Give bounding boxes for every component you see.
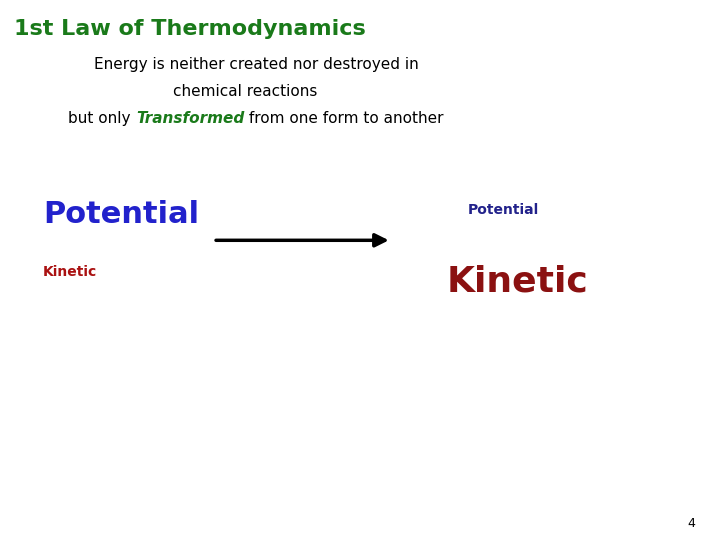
Text: Potential: Potential [43,200,199,229]
Text: Kinetic: Kinetic [446,265,588,299]
Text: Energy is neither created nor destroyed in: Energy is neither created nor destroyed … [94,57,418,72]
Text: Transformed: Transformed [136,111,244,126]
Text: 1st Law of Thermodynamics: 1st Law of Thermodynamics [14,19,366,39]
Text: 4: 4 [687,517,695,530]
Text: from one form to another: from one form to another [244,111,444,126]
Text: Kinetic: Kinetic [43,265,97,279]
Text: but only: but only [68,111,136,126]
Text: Potential: Potential [468,202,539,217]
Text: chemical reactions: chemical reactions [173,84,318,99]
